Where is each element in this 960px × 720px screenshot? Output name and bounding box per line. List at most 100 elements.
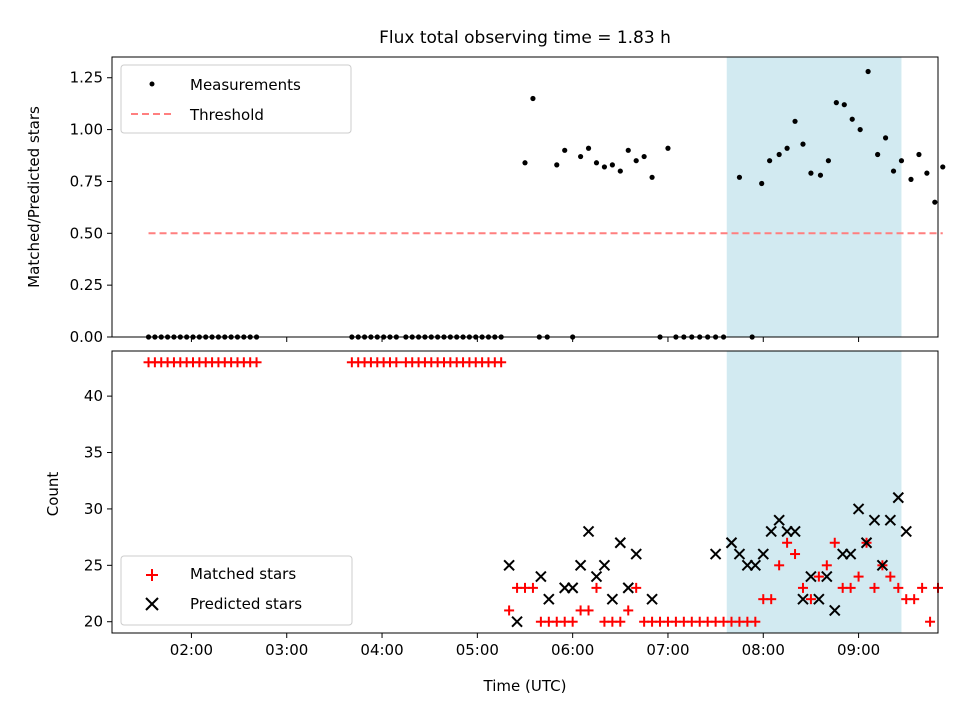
predicted-star-point <box>566 582 579 594</box>
predicted-star-stroke <box>503 559 515 572</box>
x-tick-label: 09:00 <box>837 641 880 659</box>
predicted-star-stroke <box>749 559 762 572</box>
shaded-span <box>726 351 902 633</box>
measurement-point <box>800 141 806 147</box>
matched-star-point <box>391 357 402 368</box>
matched-star-point <box>869 582 880 593</box>
predicted-star-point <box>900 525 912 538</box>
measurement-point <box>875 151 881 158</box>
predicted-star-point <box>852 503 865 515</box>
legend-predicted-marker <box>145 597 159 611</box>
predicted-star-point <box>844 548 857 560</box>
predicted-star-stroke <box>646 593 658 605</box>
predicted-star-stroke <box>868 514 881 526</box>
y-tick-label: 0.00 <box>70 328 103 346</box>
predicted-star-point <box>630 548 642 560</box>
predicted-star-point <box>733 548 746 560</box>
top-panel: 0.00 0.25 0.50 0.75 1.00 1.25 Matched/Predict… <box>25 56 946 346</box>
predicted-star-point <box>821 570 833 583</box>
matched-star-point <box>813 571 824 582</box>
matched-star-point <box>805 594 816 605</box>
measurement-point <box>857 126 863 133</box>
predicted-star-stroke <box>852 503 865 515</box>
top-measurement-points <box>145 68 946 340</box>
measurement-point <box>625 147 631 153</box>
matched-star-point <box>774 560 785 571</box>
legend-threshold-label: Threshold <box>189 106 264 124</box>
predicted-star-point <box>765 525 777 538</box>
predicted-star-point <box>590 570 603 583</box>
matched-star-point <box>583 605 594 616</box>
predicted-star-stroke <box>829 604 841 617</box>
top-x-ticks <box>190 337 860 342</box>
measurement-point <box>841 102 847 108</box>
predicted-star-point <box>574 559 587 572</box>
y-tick-label: 0.75 <box>70 172 103 190</box>
bottom-y-ticks: 20 25 30 35 40 <box>84 387 112 631</box>
predicted-star-stroke <box>773 514 785 526</box>
matched-star-point <box>893 582 904 593</box>
measurement-point <box>593 160 600 166</box>
y-tick-label: 30 <box>84 500 103 518</box>
predicted-star-stroke <box>765 525 777 538</box>
measurement-point <box>665 145 671 151</box>
predicted-star-stroke <box>566 582 579 594</box>
predicted-star-point <box>725 537 738 549</box>
measurement-point <box>849 116 855 122</box>
predicted-star-point <box>860 537 873 549</box>
predicted-star-stroke <box>598 559 611 572</box>
measurement-point <box>932 199 938 205</box>
y-tick-label: 0.50 <box>70 224 103 242</box>
measurement-point <box>865 68 871 75</box>
matched-star-point <box>567 616 578 627</box>
predicted-star-point <box>829 604 841 617</box>
measurement-point <box>898 158 905 164</box>
measurement-point <box>522 160 528 166</box>
predicted-star-point <box>876 559 889 572</box>
bottom-panel: 20 25 30 35 40 02:00 03:00 04:00 05:00 06:00 07:0… <box>44 350 943 695</box>
measurement-point <box>641 153 647 160</box>
legend-predicted-label: Predicted stars <box>190 595 302 613</box>
predicted-star-stroke <box>574 559 587 572</box>
bottom-axes-frame <box>111 350 939 634</box>
predicted-star-stroke <box>614 537 627 549</box>
measurement-point <box>759 180 765 187</box>
chart-title: Flux total observing time = 1.83 h <box>379 28 671 48</box>
measurement-point <box>617 168 623 174</box>
predicted-star-stroke <box>535 570 547 583</box>
matched-star-point <box>766 594 777 605</box>
matched-star-point <box>845 582 856 593</box>
predicted-star-stroke <box>543 593 555 605</box>
matched-star-point <box>909 594 920 605</box>
predicted-star-point <box>503 559 515 572</box>
measurement-point <box>776 151 782 158</box>
measurement-point <box>601 164 608 170</box>
matched-star-point <box>527 582 538 593</box>
measurement-point <box>924 170 930 176</box>
matched-star-point <box>496 357 507 368</box>
predicted-star-point <box>582 525 595 538</box>
predicted-star-point <box>773 514 785 526</box>
predicted-star-stroke <box>757 548 769 560</box>
predicted-star-stroke <box>884 514 897 526</box>
matched-star-point <box>917 582 928 593</box>
predicted-star-stroke <box>805 570 817 583</box>
predicted-star-point <box>868 514 881 526</box>
matched-star-point <box>623 605 634 616</box>
legend-measurements-marker <box>149 81 155 87</box>
x-tick-label: 07:00 <box>646 641 689 659</box>
legend-matched-marker <box>146 569 158 581</box>
measurement-point <box>833 100 839 106</box>
predicted-star-stroke <box>630 548 642 560</box>
top-y-ticks: 0.00 0.25 0.50 0.75 1.00 1.25 <box>70 69 112 346</box>
predicted-star-point <box>622 582 634 594</box>
matched-star-point <box>251 357 262 368</box>
measurement-point <box>577 153 584 160</box>
measurement-point <box>908 176 914 182</box>
predicted-star-stroke <box>606 593 619 605</box>
bottom-x-ticks: 02:00 03:00 04:00 05:00 06:00 07:00 08:00 09:00 <box>170 633 880 659</box>
x-tick-label: 05:00 <box>456 641 499 659</box>
predicted-star-point <box>598 559 611 572</box>
predicted-star-point <box>892 491 904 504</box>
predicted-star-stroke <box>844 548 857 560</box>
